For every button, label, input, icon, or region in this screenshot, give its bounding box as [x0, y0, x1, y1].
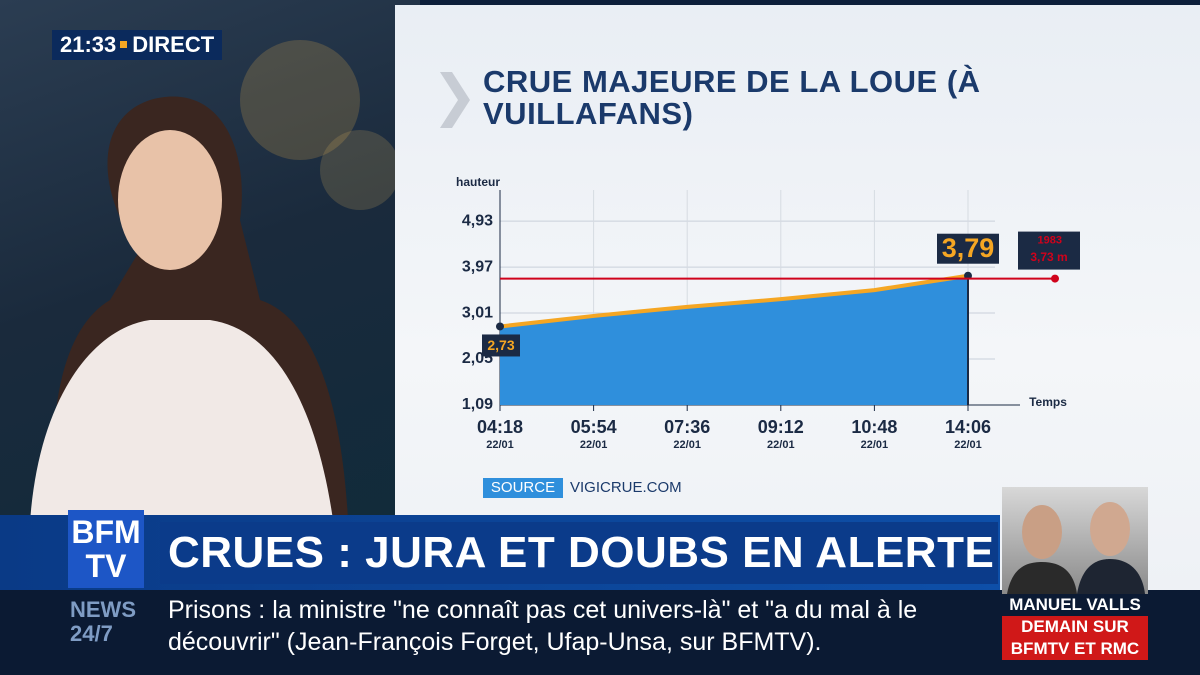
- channel-line: NEWS: [70, 597, 136, 622]
- x-tick-sublabel: 22/01: [673, 439, 701, 451]
- x-tick-label: 05:54: [571, 417, 617, 437]
- source-tag: SOURCE: [491, 479, 555, 496]
- promo-name: MANUEL VALLS: [1002, 594, 1148, 616]
- x-tick-sublabel: 22/01: [580, 439, 608, 451]
- value-label-bg: [937, 233, 999, 264]
- x-tick-label: 14:06: [945, 417, 991, 437]
- value-label-bg: [482, 334, 520, 357]
- x-tick-sublabel: 22/01: [767, 439, 795, 451]
- point: [496, 322, 504, 331]
- channel-logo: BFM TV: [68, 510, 144, 588]
- reference-label-bg: [1018, 231, 1080, 270]
- y-axis-label: hauteur: [456, 175, 500, 189]
- promo-line: BFMTV ET RMC: [1010, 639, 1140, 658]
- x-tick-sublabel: 22/01: [954, 439, 982, 451]
- logo-line: BFM: [71, 514, 141, 550]
- chart: hauteur Temps SOURCE VIGICRUE.COM 1,09 2,…: [440, 72, 1080, 498]
- chart-title: CRUE MAJEURE DE LA LOUE (À VUILLAFANS): [483, 64, 981, 131]
- ticker-bar: [0, 590, 1200, 675]
- logo-line: TV: [85, 548, 127, 584]
- promo-image: [1002, 487, 1148, 594]
- reference-dot: [1051, 274, 1059, 283]
- source-tag-bg: [483, 478, 563, 498]
- headline: CRUES : JURA ET DOUBS EN ALERTE ROUGE: [160, 522, 998, 639]
- presenter-video: [0, 0, 420, 590]
- y-tick-label: 3,01: [462, 304, 493, 321]
- live-clock: 21:33 DIRECT: [52, 30, 223, 60]
- channel-line: 24/7: [70, 621, 113, 646]
- value-label: 2,73: [487, 337, 514, 353]
- time: 21:33: [60, 32, 117, 57]
- y-tick-label: 4,93: [462, 212, 493, 229]
- reference-label: 1983: [1038, 234, 1062, 246]
- area: [500, 275, 968, 405]
- promo-line: DEMAIN SUR: [1021, 617, 1129, 636]
- promo-text: DEMAIN SUR BFMTV ET RMC: [1002, 616, 1148, 660]
- channel-tag: NEWS 24/7: [70, 598, 136, 646]
- live-label: DIRECT: [132, 32, 215, 57]
- chevron: [440, 72, 470, 128]
- x-tick-sublabel: 22/01: [486, 439, 514, 451]
- area-line: [499, 273, 969, 329]
- reference-value-label: 3,73 m: [1030, 250, 1067, 264]
- source: VIGICRUE.COM: [570, 479, 682, 496]
- x-tick-label: 10:48: [851, 417, 897, 437]
- x-axis-label: Temps: [1029, 395, 1067, 409]
- x-tick-sublabel: 22/01: [861, 439, 889, 451]
- value-label: 3,79: [942, 233, 995, 263]
- x-tick-label: 07:36: [664, 417, 710, 437]
- y-tick-label: 3,97: [462, 258, 493, 275]
- x-tick-label: 04:18: [477, 417, 523, 437]
- ticker-text: Prisons : la ministre "ne connaît pas ce…: [168, 596, 918, 656]
- x-tick-label: 09:12: [758, 417, 804, 437]
- promo-faces: [1007, 502, 1145, 594]
- y-tick-label: 1,09: [462, 396, 493, 413]
